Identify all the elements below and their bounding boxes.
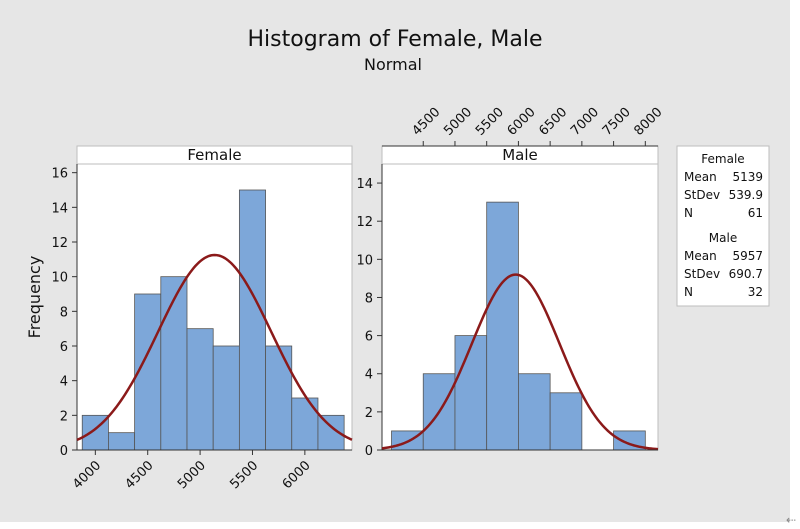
chart-subtitle: Normal [364, 55, 422, 74]
male-histogram-bar [518, 373, 551, 451]
female-normal-curve [76, 253, 353, 442]
female-histogram-bar [291, 397, 319, 451]
female-y-tick-label: 8 [60, 305, 68, 320]
male-y-tick-label: 14 [356, 177, 373, 192]
legend-female-n-label: N [684, 206, 693, 220]
female-histogram-bar [108, 432, 136, 451]
male-y-tick-label: 6 [365, 330, 373, 345]
female-y-tick-label: 0 [60, 444, 68, 459]
male-y-tick-label: 4 [365, 368, 373, 383]
legend-group-title-male: Male [709, 231, 737, 245]
legend-female-mean-value: 5139 [732, 170, 763, 184]
legend-female-mean-label: Mean [684, 170, 717, 184]
legend-female-stdev-value: 539.9 [729, 188, 763, 202]
male-histogram-bar [549, 392, 583, 451]
male-y-tick-label: 8 [365, 291, 373, 306]
male-histogram-bar [486, 201, 519, 451]
female-panel-label: Female [187, 146, 241, 164]
female-histogram-bar [265, 345, 293, 451]
female-y-tick-label: 6 [60, 340, 68, 355]
legend-female-stdev-label: StDev [684, 188, 720, 202]
corner-arrow-icon: ⇠ [785, 513, 796, 527]
legend-male-n-label: N [684, 285, 693, 299]
male-panel-label: Male [502, 146, 538, 164]
legend-male-mean-label: Mean [684, 249, 717, 263]
female-panel-strip [76, 145, 353, 165]
female-y-tick-label: 4 [60, 375, 68, 390]
female-histogram-bar [186, 328, 214, 451]
legend-box [676, 145, 770, 307]
male-y-tick-label: 10 [356, 253, 373, 268]
legend-male-stdev-value: 690.7 [729, 267, 763, 281]
legend-male-n-value: 32 [748, 285, 763, 299]
female-y-tick-label: 10 [51, 271, 68, 286]
female-y-tick-label: 2 [60, 409, 68, 424]
male-normal-curve [381, 273, 659, 451]
male-y-tick-label: 12 [356, 215, 373, 230]
legend-male-stdev-label: StDev [684, 267, 720, 281]
legend-group-title-female: Female [701, 152, 744, 166]
male-y-tick-label: 2 [365, 406, 373, 421]
y-axis-label: Frequency [25, 256, 44, 339]
legend-female-n-value: 61 [748, 206, 763, 220]
female-y-tick-label: 16 [51, 167, 68, 182]
legend-male-mean-value: 5957 [732, 249, 763, 263]
male-histogram-bar [454, 335, 488, 451]
female-histogram-bar [238, 189, 266, 451]
chart-title: Histogram of Female, Male [248, 27, 543, 52]
female-histogram-bar [160, 276, 188, 451]
male-y-tick-label: 0 [365, 444, 373, 459]
female-y-tick-label: 14 [51, 201, 68, 216]
female-y-tick-label: 12 [51, 236, 68, 251]
female-histogram-bar [212, 345, 240, 451]
